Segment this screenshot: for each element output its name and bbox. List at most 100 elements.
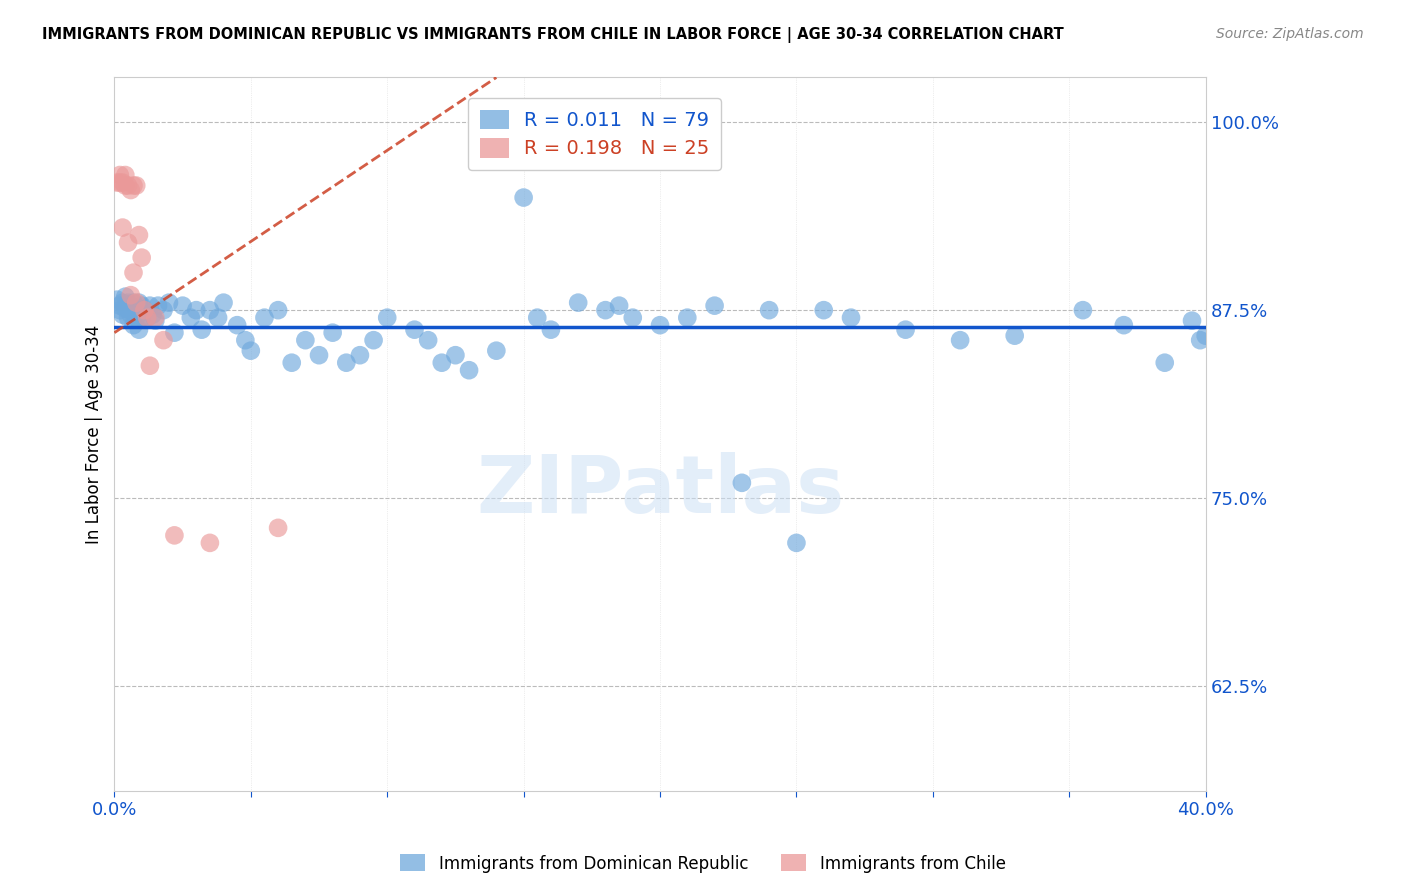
Point <box>139 299 162 313</box>
Point <box>163 326 186 340</box>
Point <box>120 183 142 197</box>
Point <box>142 308 165 322</box>
Point <box>114 301 136 316</box>
Point <box>198 303 221 318</box>
Point <box>172 299 194 313</box>
Point <box>375 310 398 325</box>
Point <box>136 310 159 325</box>
Text: ZIPatlas: ZIPatlas <box>475 452 844 530</box>
Point <box>1189 333 1212 347</box>
Point <box>731 475 754 490</box>
Point <box>117 178 139 193</box>
Point <box>485 343 508 358</box>
Point <box>114 168 136 182</box>
Point <box>280 356 302 370</box>
Point <box>105 293 128 307</box>
Point <box>607 299 630 313</box>
Point <box>621 310 644 325</box>
Legend: R = 0.011   N = 79, R = 0.198   N = 25: R = 0.011 N = 79, R = 0.198 N = 25 <box>468 98 721 170</box>
Point <box>146 299 169 313</box>
Point <box>120 308 142 322</box>
Point <box>163 528 186 542</box>
Point <box>294 333 316 347</box>
Point <box>758 303 780 318</box>
Point <box>839 310 862 325</box>
Point <box>308 348 330 362</box>
Point <box>785 536 807 550</box>
Point <box>125 303 148 318</box>
Point <box>143 313 166 327</box>
Point <box>1112 318 1135 333</box>
Point <box>648 318 671 333</box>
Point <box>349 348 371 362</box>
Point <box>122 318 145 333</box>
Point <box>120 299 142 313</box>
Point <box>676 310 699 325</box>
Point <box>1004 328 1026 343</box>
Point <box>894 323 917 337</box>
Point <box>190 323 212 337</box>
Point <box>134 303 156 318</box>
Point <box>122 295 145 310</box>
Point <box>111 295 134 310</box>
Point <box>117 235 139 250</box>
Point <box>136 310 159 325</box>
Y-axis label: In Labor Force | Age 30-34: In Labor Force | Age 30-34 <box>86 325 103 543</box>
Point <box>267 521 290 535</box>
Point <box>404 323 426 337</box>
Point <box>595 303 617 318</box>
Point <box>322 326 344 340</box>
Point <box>125 310 148 325</box>
Point <box>157 295 180 310</box>
Point <box>418 333 440 347</box>
Point <box>134 303 156 318</box>
Point <box>1195 328 1218 343</box>
Point <box>114 290 136 304</box>
Point <box>212 295 235 310</box>
Point <box>186 303 208 318</box>
Point <box>131 299 153 313</box>
Text: Source: ZipAtlas.com: Source: ZipAtlas.com <box>1216 27 1364 41</box>
Point <box>239 343 262 358</box>
Text: IMMIGRANTS FROM DOMINICAN REPUBLIC VS IMMIGRANTS FROM CHILE IN LABOR FORCE | AGE: IMMIGRANTS FROM DOMINICAN REPUBLIC VS IM… <box>42 27 1064 43</box>
Point <box>108 168 131 182</box>
Point <box>1071 303 1094 318</box>
Point <box>526 310 548 325</box>
Point <box>235 333 257 347</box>
Point <box>512 190 534 204</box>
Point <box>139 359 162 373</box>
Legend: Immigrants from Dominican Republic, Immigrants from Chile: Immigrants from Dominican Republic, Immi… <box>394 847 1012 880</box>
Point <box>198 536 221 550</box>
Point <box>111 220 134 235</box>
Point <box>335 356 357 370</box>
Point <box>430 356 453 370</box>
Point <box>108 299 131 313</box>
Point <box>128 228 150 243</box>
Point <box>125 295 148 310</box>
Point <box>1181 313 1204 327</box>
Point <box>207 310 229 325</box>
Point <box>444 348 467 362</box>
Point <box>122 178 145 193</box>
Point <box>143 310 166 325</box>
Point <box>813 303 835 318</box>
Point <box>267 303 290 318</box>
Point <box>1153 356 1175 370</box>
Point <box>949 333 972 347</box>
Point <box>111 176 134 190</box>
Point <box>363 333 385 347</box>
Point <box>128 323 150 337</box>
Point <box>226 318 249 333</box>
Point <box>253 310 276 325</box>
Point <box>567 295 589 310</box>
Point <box>122 266 145 280</box>
Point <box>180 310 202 325</box>
Point <box>120 303 142 318</box>
Point <box>108 303 131 318</box>
Point <box>114 178 136 193</box>
Point <box>117 310 139 325</box>
Point <box>703 299 725 313</box>
Point <box>111 308 134 322</box>
Point <box>131 310 153 325</box>
Point <box>117 295 139 310</box>
